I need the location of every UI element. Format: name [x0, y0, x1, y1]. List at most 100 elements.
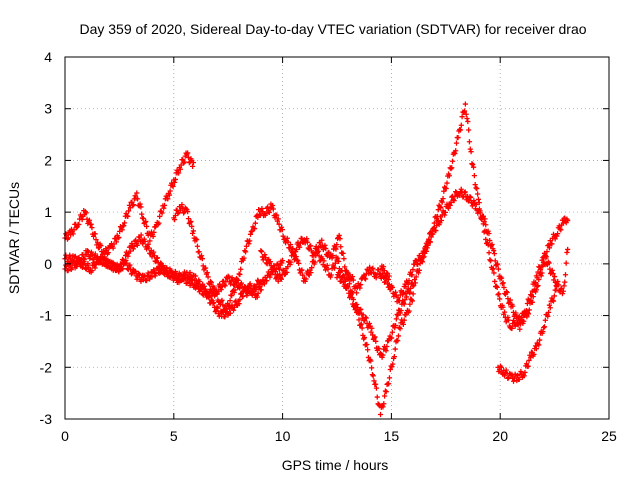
- x-tick-label: 15: [384, 428, 400, 444]
- data-point: [219, 297, 225, 303]
- data-point: [144, 223, 150, 230]
- data-point: [189, 163, 196, 169]
- data-point: [237, 297, 243, 303]
- y-tick-label: -3: [40, 411, 53, 427]
- data-point: [358, 282, 364, 288]
- data-point: [526, 357, 532, 364]
- data-point: [179, 202, 185, 208]
- data-point: [230, 307, 237, 313]
- data-point: [525, 310, 531, 316]
- data-point: [185, 276, 191, 282]
- data-point: [71, 254, 78, 260]
- y-axis-title: SDTVAR / TECUs: [6, 182, 22, 294]
- data-point: [453, 140, 460, 146]
- data-point: [362, 275, 368, 281]
- data-point: [249, 292, 255, 298]
- data-point: [287, 261, 293, 268]
- data-point: [322, 267, 329, 273]
- data-point: [362, 276, 369, 282]
- data-point: [531, 351, 537, 357]
- data-point: [487, 257, 493, 263]
- data-point: [225, 273, 231, 279]
- data-point: [135, 196, 141, 202]
- data-point: [193, 236, 199, 242]
- data-point: [482, 216, 488, 222]
- data-point: [380, 270, 386, 277]
- data-point: [294, 257, 300, 263]
- data-point: [490, 266, 496, 272]
- data-point: [195, 281, 201, 287]
- data-point: [346, 276, 352, 282]
- data-point: [92, 265, 98, 271]
- data-point: [356, 317, 362, 323]
- data-point: [325, 266, 331, 272]
- data-point: [359, 325, 365, 331]
- data-point: [358, 321, 364, 327]
- data-point: [395, 295, 401, 301]
- data-point: [487, 237, 493, 244]
- data-point: [82, 265, 89, 272]
- data-point: [397, 326, 403, 332]
- data-point: [546, 302, 553, 308]
- data-point: [524, 314, 530, 320]
- data-point: [218, 287, 224, 293]
- data-point: [132, 269, 138, 275]
- data-point: [475, 191, 481, 197]
- data-point: [395, 333, 402, 339]
- data-point: [258, 248, 264, 254]
- data-point: [110, 245, 116, 251]
- data-point: [471, 172, 477, 179]
- data-point: [475, 196, 482, 202]
- data-point: [550, 270, 556, 277]
- data-point: [470, 164, 477, 170]
- data-point: [473, 201, 479, 208]
- data-point: [521, 318, 527, 324]
- series-track-a: [62, 150, 196, 260]
- data-point: [84, 248, 91, 254]
- data-point: [312, 259, 318, 265]
- data-point: [172, 217, 178, 223]
- data-point: [488, 258, 494, 264]
- data-point: [189, 230, 196, 236]
- data-point: [535, 283, 541, 289]
- data-point: [77, 260, 84, 266]
- data-point: [364, 341, 370, 348]
- data-point: [357, 285, 363, 291]
- data-point: [308, 270, 314, 276]
- data-point: [371, 378, 377, 384]
- data-point: [185, 209, 191, 215]
- data-point: [156, 220, 162, 226]
- data-point: [536, 276, 542, 283]
- data-point: [225, 300, 231, 307]
- data-point: [295, 258, 301, 264]
- data-point: [65, 235, 71, 241]
- data-point: [233, 280, 239, 286]
- data-point: [505, 375, 511, 381]
- data-point: [530, 294, 536, 300]
- data-point: [326, 249, 332, 255]
- data-point: [172, 179, 178, 185]
- data-point: [462, 189, 468, 195]
- data-point: [486, 230, 492, 237]
- data-point: [81, 255, 87, 261]
- data-point: [393, 316, 399, 322]
- data-point: [280, 267, 286, 273]
- data-point: [370, 265, 376, 271]
- data-point: [189, 223, 195, 230]
- data-point: [338, 244, 344, 250]
- data-point: [500, 280, 506, 286]
- data-point: [118, 266, 124, 273]
- data-point: [380, 404, 386, 410]
- data-point: [185, 216, 192, 222]
- y-tick-label: -2: [40, 359, 53, 375]
- data-point: [553, 287, 559, 293]
- data-point: [214, 291, 220, 297]
- data-point: [412, 280, 418, 286]
- data-point: [81, 256, 88, 262]
- data-point: [477, 210, 483, 216]
- data-point: [126, 208, 132, 214]
- data-point: [136, 272, 142, 278]
- data-point: [142, 219, 148, 226]
- data-point: [468, 149, 474, 155]
- data-point: [465, 118, 471, 125]
